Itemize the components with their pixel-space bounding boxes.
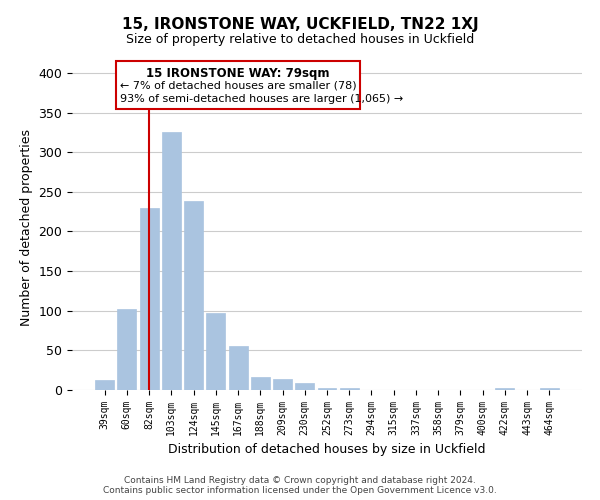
Bar bbox=[184, 200, 203, 390]
Text: Size of property relative to detached houses in Uckfield: Size of property relative to detached ho… bbox=[126, 32, 474, 46]
Bar bbox=[317, 388, 337, 390]
Bar bbox=[206, 313, 225, 390]
Text: 93% of semi-detached houses are larger (1,065) →: 93% of semi-detached houses are larger (… bbox=[120, 94, 403, 104]
FancyBboxPatch shape bbox=[116, 61, 361, 108]
Text: Contains public sector information licensed under the Open Government Licence v3: Contains public sector information licen… bbox=[103, 486, 497, 495]
Bar bbox=[340, 388, 359, 390]
Bar bbox=[140, 208, 158, 390]
Y-axis label: Number of detached properties: Number of detached properties bbox=[20, 129, 33, 326]
X-axis label: Distribution of detached houses by size in Uckfield: Distribution of detached houses by size … bbox=[168, 444, 486, 456]
Text: 15 IRONSTONE WAY: 79sqm: 15 IRONSTONE WAY: 79sqm bbox=[146, 68, 330, 80]
Bar bbox=[118, 309, 136, 390]
Text: ← 7% of detached houses are smaller (78): ← 7% of detached houses are smaller (78) bbox=[120, 81, 357, 91]
Bar bbox=[295, 383, 314, 390]
Bar bbox=[162, 132, 181, 390]
Text: Contains HM Land Registry data © Crown copyright and database right 2024.: Contains HM Land Registry data © Crown c… bbox=[124, 476, 476, 485]
Text: 15, IRONSTONE WAY, UCKFIELD, TN22 1XJ: 15, IRONSTONE WAY, UCKFIELD, TN22 1XJ bbox=[122, 18, 478, 32]
Bar bbox=[95, 380, 114, 390]
Bar bbox=[229, 346, 248, 390]
Bar bbox=[251, 378, 270, 390]
Bar bbox=[496, 388, 514, 390]
Bar bbox=[540, 388, 559, 390]
Bar bbox=[273, 379, 292, 390]
